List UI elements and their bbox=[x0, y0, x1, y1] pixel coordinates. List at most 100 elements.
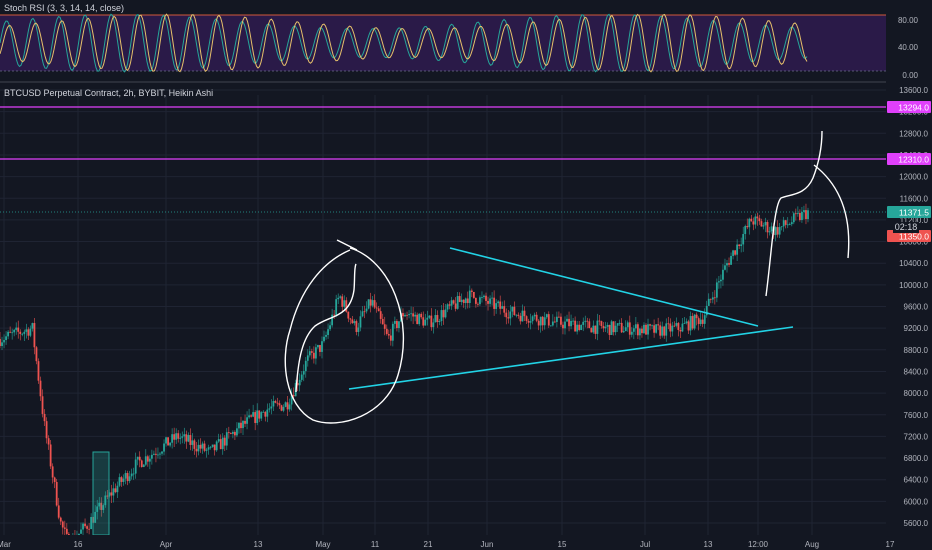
candle bbox=[547, 314, 550, 326]
candle bbox=[693, 314, 696, 329]
time-tick-label: Jun bbox=[481, 540, 494, 549]
candle bbox=[343, 300, 346, 307]
candle bbox=[602, 325, 605, 329]
symbol-legend[interactable]: BTCUSD Perpetual Contract, 2h, BYBIT, He… bbox=[4, 88, 214, 98]
candle bbox=[624, 327, 627, 332]
candle bbox=[665, 323, 668, 336]
candle bbox=[227, 432, 230, 434]
candle bbox=[470, 290, 473, 292]
candle bbox=[246, 417, 248, 424]
candle bbox=[608, 324, 611, 335]
candle bbox=[150, 454, 153, 459]
candle bbox=[647, 324, 649, 335]
price-tick-label: 10000.0 bbox=[899, 281, 928, 290]
candle bbox=[393, 321, 396, 324]
candle bbox=[618, 322, 621, 324]
candle bbox=[726, 263, 728, 266]
candle bbox=[296, 383, 299, 386]
price-axis[interactable] bbox=[886, 0, 932, 550]
candle bbox=[181, 436, 184, 438]
upper-trendline[interactable] bbox=[449, 247, 759, 327]
stoch-rsi-legend[interactable]: Stoch RSI (3, 3, 14, 14, close) bbox=[4, 3, 125, 13]
candle bbox=[507, 317, 510, 319]
time-axis[interactable] bbox=[0, 535, 932, 550]
freehand-bracket[interactable] bbox=[295, 263, 357, 393]
candle bbox=[551, 321, 554, 326]
price-tag-label: 11350.0 bbox=[899, 232, 929, 242]
candle bbox=[61, 521, 64, 528]
time-tick-label: Aug bbox=[805, 540, 819, 549]
candle bbox=[207, 447, 210, 450]
price-tags: 13294.0 12310.0 11371.5 11350.0 bbox=[887, 101, 931, 242]
candle bbox=[742, 234, 745, 245]
candle bbox=[616, 323, 619, 326]
freehand-tick[interactable] bbox=[336, 239, 358, 251]
candle bbox=[189, 435, 192, 445]
candle bbox=[509, 311, 512, 319]
candle bbox=[683, 323, 686, 324]
candle bbox=[191, 440, 194, 445]
candle bbox=[161, 451, 163, 454]
candle bbox=[49, 444, 52, 467]
candle bbox=[159, 453, 161, 455]
candle bbox=[335, 299, 338, 315]
candle bbox=[651, 325, 653, 327]
candle bbox=[521, 310, 524, 322]
time-tick-label: Apr bbox=[160, 540, 173, 549]
candle bbox=[606, 324, 609, 327]
candle bbox=[564, 321, 566, 329]
candle bbox=[626, 322, 629, 328]
candle bbox=[248, 415, 250, 418]
candle bbox=[367, 299, 370, 309]
candle bbox=[483, 295, 485, 298]
candle bbox=[784, 220, 787, 225]
candle bbox=[762, 225, 765, 227]
highlight-box[interactable] bbox=[92, 451, 110, 536]
freehand-circle[interactable] bbox=[284, 247, 405, 424]
stoch-d-line bbox=[0, 13, 808, 73]
candle bbox=[238, 422, 240, 429]
candle bbox=[47, 438, 50, 445]
candle bbox=[396, 321, 398, 329]
rsi-tick-label: 40.00 bbox=[898, 43, 919, 52]
candle bbox=[805, 210, 807, 220]
candle bbox=[90, 516, 93, 530]
freehand-projection-up[interactable] bbox=[765, 130, 823, 297]
candle bbox=[730, 255, 732, 265]
time-tick-label: 12:00 bbox=[748, 540, 769, 549]
candle bbox=[37, 361, 40, 381]
candle bbox=[766, 221, 769, 233]
stoch-rsi-lines bbox=[0, 13, 808, 73]
candle bbox=[553, 321, 556, 323]
candle bbox=[764, 221, 767, 226]
candle bbox=[566, 318, 568, 322]
candle bbox=[803, 210, 805, 212]
candle bbox=[120, 477, 123, 482]
price-tick-label: 13600.0 bbox=[899, 86, 928, 95]
candle bbox=[341, 296, 344, 307]
candle bbox=[491, 297, 493, 299]
candle bbox=[562, 324, 564, 329]
candle bbox=[25, 329, 28, 332]
price-axis-labels: 13600.013200.012800.012400.012000.011600… bbox=[899, 86, 928, 528]
candle bbox=[171, 434, 174, 443]
candle bbox=[667, 323, 670, 325]
candle bbox=[94, 511, 97, 523]
candle bbox=[630, 331, 633, 335]
candle bbox=[369, 299, 372, 306]
candle bbox=[722, 269, 724, 280]
candle bbox=[701, 319, 704, 324]
candle bbox=[740, 244, 743, 247]
candle bbox=[104, 495, 107, 506]
candle bbox=[134, 459, 137, 474]
candle bbox=[286, 402, 289, 410]
candle bbox=[80, 529, 82, 534]
candle bbox=[126, 473, 129, 482]
freehand-projection-down[interactable] bbox=[813, 164, 850, 259]
candle bbox=[628, 322, 631, 335]
lower-trendline[interactable] bbox=[348, 326, 794, 390]
candle bbox=[67, 533, 70, 535]
candle bbox=[51, 466, 54, 478]
candle bbox=[63, 527, 66, 529]
